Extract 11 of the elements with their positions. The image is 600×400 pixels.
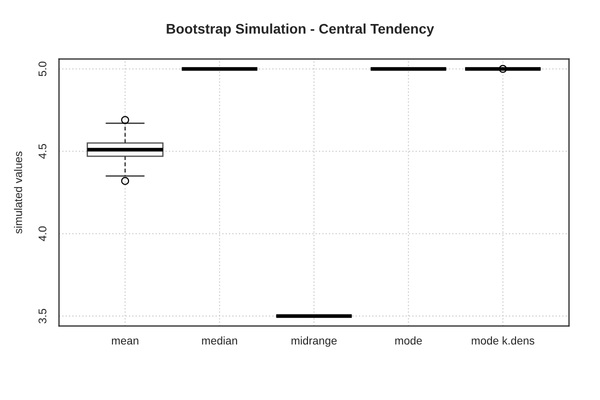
y-tick-label: 5.0 [38,62,46,76]
x-tick-label: mode k.dens [472,336,534,345]
chart-title: Bootstrap Simulation - Central Tendency [166,24,434,36]
x-tick-label: mode [395,336,422,345]
x-tick-label: median [202,336,238,345]
x-tick-label: midrange [292,336,337,347]
y-tick-label: 4.5 [38,144,46,159]
y-tick-label: 4.0 [38,226,46,242]
x-tick-label: mean [112,338,138,345]
y-tick-label: 3.5 [38,308,46,324]
y-axis-title: simulated values [14,152,22,234]
